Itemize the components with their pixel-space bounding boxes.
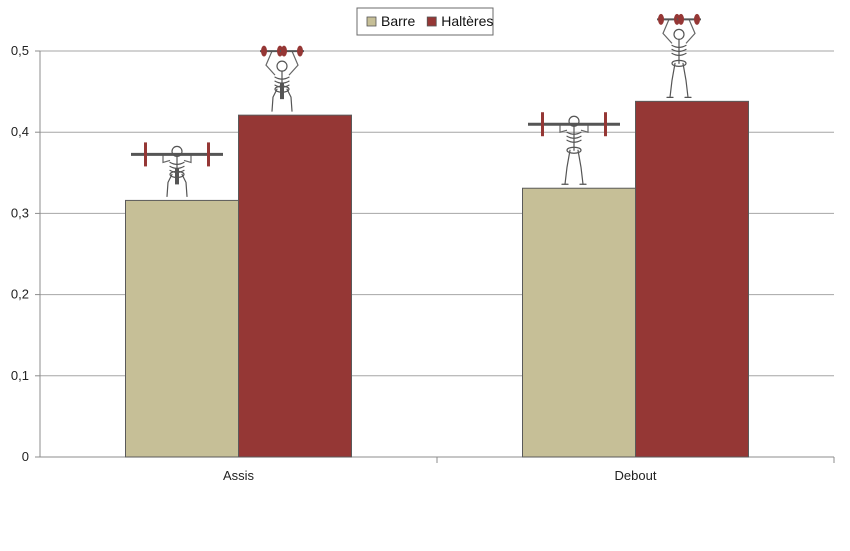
legend-box [356, 7, 494, 36]
leg [271, 88, 278, 112]
y-tick-label: 0,2 [11, 287, 29, 302]
arm [183, 154, 192, 164]
dumbbell-weight [281, 45, 287, 57]
dumbbell-weight [694, 13, 700, 25]
legend-label-1: Haltères [441, 13, 493, 29]
barbell-plate [144, 142, 147, 167]
rib [566, 135, 582, 139]
legend-swatch [366, 16, 377, 27]
x-axis-ticks: Assis Debout [223, 457, 835, 483]
leg [166, 173, 173, 198]
y-tick-label: 0,3 [11, 205, 29, 220]
y-tick-label: 0,5 [11, 43, 29, 58]
rib [566, 131, 582, 135]
rib [169, 161, 185, 166]
leg [577, 149, 584, 185]
rib [671, 48, 687, 52]
rib [274, 76, 290, 80]
standing-barbell-press-figure-icon [528, 112, 620, 185]
seated-dumbbell-press-figure-icon [260, 45, 304, 112]
seated-barbell-press-figure-icon [131, 142, 223, 198]
x-tick-label: Debout [615, 468, 657, 483]
bar-assis-0 [125, 199, 239, 458]
arm [265, 50, 276, 76]
legend-label-0: Barre [381, 13, 415, 29]
leg [286, 88, 293, 112]
leg [682, 62, 689, 98]
standing-dumbbell-press-figure-icon [657, 13, 701, 98]
bar-assis-1 [238, 114, 352, 458]
pelvis [671, 59, 687, 67]
barbell-plate [541, 112, 544, 137]
arm [288, 50, 299, 76]
rib [671, 44, 687, 48]
x-tick-label: Assis [223, 468, 255, 483]
rib [671, 52, 687, 56]
dumbbell-weight [261, 45, 267, 57]
arm [559, 124, 568, 134]
rib [566, 139, 582, 143]
legend-swatch [426, 16, 437, 27]
pelvis [566, 146, 582, 154]
bar-debout-0 [522, 187, 636, 458]
bars [125, 100, 749, 458]
bar-debout-1 [635, 100, 749, 458]
arm [685, 19, 696, 44]
head [276, 60, 288, 72]
arm [662, 19, 673, 44]
barbell-plate [604, 112, 607, 137]
dumbbell-weight [658, 13, 664, 25]
head [673, 28, 685, 40]
y-tick-label: 0,4 [11, 124, 29, 139]
leg [181, 173, 188, 198]
y-tick-label: 0 [22, 449, 29, 464]
y-axis-ticks: 0 0,1 0,2 0,3 0,4 0,5 [11, 43, 40, 464]
dumbbell-weight [297, 45, 303, 57]
figures [131, 13, 701, 198]
barbell-plate [207, 142, 210, 167]
dumbbell-weight [678, 13, 684, 25]
arm [580, 124, 589, 134]
arm [162, 154, 171, 164]
leg [669, 62, 676, 98]
legend: Barre Haltères [356, 7, 494, 36]
y-tick-label: 0,1 [11, 368, 29, 383]
leg [564, 149, 571, 185]
